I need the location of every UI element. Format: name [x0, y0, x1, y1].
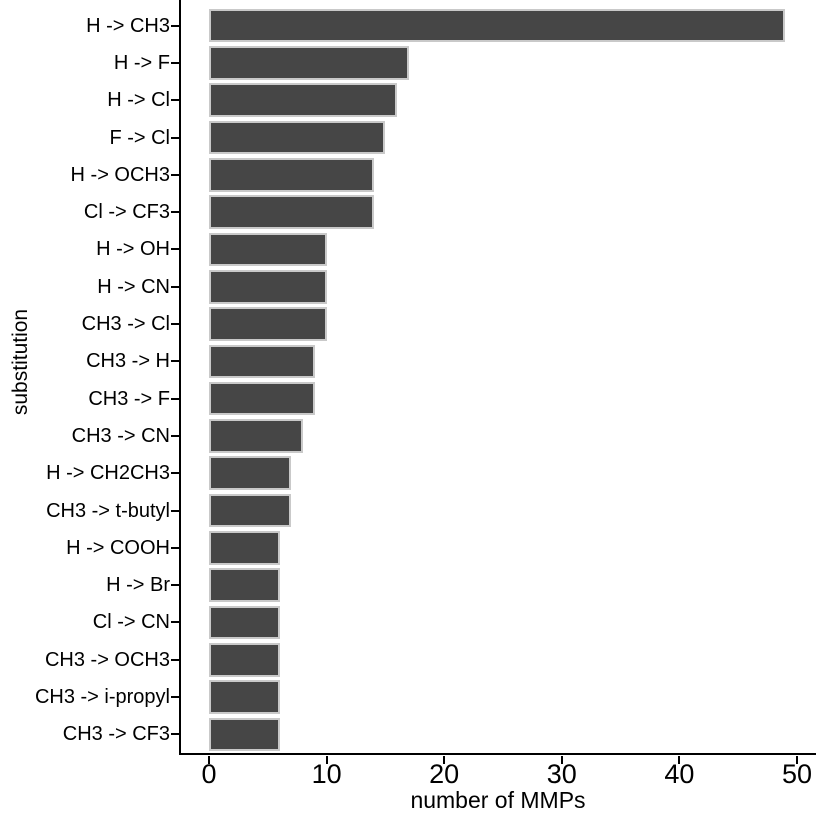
y-tick-mark: [171, 323, 179, 326]
x-tick-mark: [678, 756, 681, 764]
bar: [209, 195, 374, 229]
bar: [209, 680, 280, 714]
bar: [209, 8, 786, 43]
x-tick-label: 30: [546, 759, 577, 789]
y-tick-label: CH3 -> H: [86, 350, 170, 373]
x-axis-title: number of MMPs: [410, 787, 586, 813]
y-tick-label: H -> CN: [97, 275, 170, 298]
y-tick-mark: [171, 509, 179, 512]
x-tick-label: 0: [201, 759, 217, 789]
y-tick-mark: [171, 621, 179, 624]
bar: [209, 717, 280, 752]
y-tick-label: H -> CH2CH3: [46, 462, 170, 485]
y-tick-label: CH3 -> CF3: [62, 723, 170, 746]
bar: [209, 605, 280, 640]
y-tick-label: Cl -> CN: [92, 611, 170, 634]
bar: [209, 531, 280, 565]
y-tick-label: CH3 -> F: [88, 387, 170, 410]
y-tick-mark: [171, 173, 179, 176]
bar: [209, 269, 327, 304]
y-tick-mark: [171, 360, 179, 363]
y-tick-mark: [171, 472, 179, 475]
bar: [209, 83, 398, 118]
y-tick-label: H -> COOH: [66, 536, 170, 559]
y-tick-label: F -> Cl: [109, 126, 170, 149]
y-tick-mark: [171, 397, 179, 400]
x-tick-label: 50: [781, 759, 813, 789]
y-tick-mark: [171, 248, 179, 251]
y-tick-label: H -> OH: [96, 238, 170, 261]
bar: [209, 120, 386, 155]
x-tick-mark: [796, 756, 798, 764]
y-tick-mark: [171, 136, 179, 139]
y-tick-mark: [171, 99, 179, 102]
y-tick-label: H -> F: [113, 51, 170, 74]
y-tick-label: CH3 -> i-propyl: [34, 686, 170, 709]
y-tick-mark: [171, 24, 179, 27]
x-tick-mark: [325, 756, 328, 764]
y-tick-mark: [171, 546, 179, 549]
y-tick-label: H -> Cl: [107, 89, 170, 112]
y-tick-mark: [171, 61, 179, 64]
x-tick-label: 10: [311, 759, 342, 789]
bar: [209, 419, 304, 453]
y-tick-mark: [171, 584, 179, 587]
bar: [209, 456, 292, 491]
bar: [209, 642, 280, 677]
y-tick-mark: [171, 696, 179, 699]
bar: [209, 232, 327, 267]
y-tick-label: H -> Br: [106, 574, 170, 597]
bar: [209, 568, 280, 602]
y-tick-label: Cl -> CF3: [83, 201, 170, 224]
bar: [209, 381, 315, 416]
x-tick-label: 20: [429, 759, 460, 789]
y-tick-label: H -> CH3: [86, 14, 170, 37]
y-tick-label: CH3 -> OCH3: [44, 648, 170, 671]
bar: [209, 493, 292, 528]
bar: [209, 158, 374, 192]
bar: [209, 344, 315, 379]
y-tick-mark: [171, 733, 179, 736]
y-tick-label: CH3 -> CN: [71, 424, 170, 447]
bar: [209, 46, 409, 80]
y-tick-mark: [171, 285, 179, 288]
plot-panel: [179, 0, 816, 755]
x-tick-mark: [208, 756, 210, 764]
x-tick-mark: [560, 756, 563, 764]
x-tick-mark: [443, 756, 446, 764]
y-tick-label: CH3 -> t-butyl: [46, 499, 170, 522]
y-tick-mark: [171, 211, 179, 214]
y-tick-label: CH3 -> Cl: [81, 313, 170, 336]
y-tick-mark: [171, 434, 179, 437]
bar: [209, 307, 327, 341]
x-tick-label: 40: [664, 759, 695, 789]
y-tick-label: H -> OCH3: [70, 163, 170, 186]
y-tick-mark: [171, 658, 179, 661]
